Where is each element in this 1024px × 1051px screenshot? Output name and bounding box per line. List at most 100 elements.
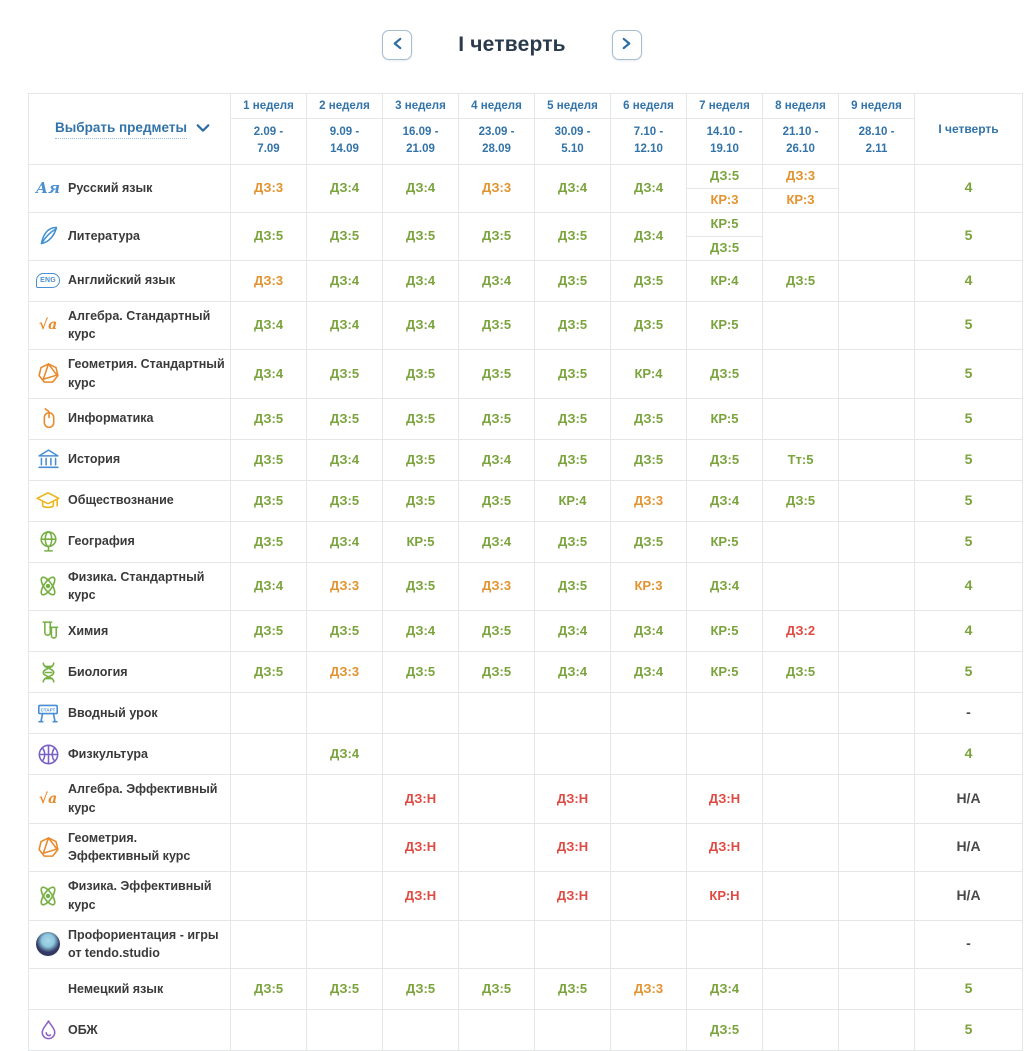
- grade-value[interactable]: ДЗ:4: [557, 180, 588, 195]
- grade-value[interactable]: ДЗ:5: [481, 492, 512, 508]
- grade-value[interactable]: ДЗ:5: [709, 168, 740, 183]
- grade-value[interactable]: ДЗ:5: [557, 272, 588, 288]
- grade-value[interactable]: ДЗ:5: [253, 981, 284, 996]
- grade-value[interactable]: КР:Н: [709, 887, 740, 903]
- grade-value[interactable]: ДЗ:3: [481, 180, 512, 195]
- grade-value[interactable]: ДЗ:4: [633, 623, 664, 638]
- grade-value[interactable]: ДЗ:5: [633, 533, 664, 549]
- grade-value[interactable]: ДЗ:4: [253, 578, 284, 594]
- grade-value[interactable]: ДЗ:4: [481, 451, 512, 467]
- grade-value[interactable]: ДЗ:5: [709, 240, 740, 255]
- next-quarter-button[interactable]: [611, 30, 642, 60]
- grade-value[interactable]: ДЗ:5: [405, 492, 436, 508]
- grade-value[interactable]: ДЗ:4: [253, 317, 284, 333]
- grade-value[interactable]: ДЗ:4: [329, 317, 360, 333]
- grade-value[interactable]: ДЗ:5: [785, 492, 816, 508]
- grade-value[interactable]: ДЗ:5: [785, 272, 816, 288]
- grade-value[interactable]: ДЗ:4: [405, 317, 436, 333]
- grade-value[interactable]: ДЗ:4: [481, 533, 512, 549]
- grade-value[interactable]: ДЗ:4: [557, 664, 588, 679]
- grade-value[interactable]: КР:5: [710, 623, 739, 638]
- grade-value[interactable]: ДЗ:5: [557, 317, 588, 333]
- grade-value[interactable]: ДЗ:Н: [556, 790, 589, 806]
- grade-value[interactable]: ДЗ:3: [329, 578, 360, 594]
- grade-value[interactable]: ДЗ:5: [481, 981, 512, 996]
- grade-value[interactable]: ДЗ:Н: [404, 887, 437, 903]
- grade-value[interactable]: ДЗ:3: [253, 272, 284, 288]
- grade-value[interactable]: ДЗ:4: [557, 623, 588, 638]
- grade-value[interactable]: ДЗ:5: [253, 451, 284, 467]
- grade-value[interactable]: ДЗ:3: [253, 180, 284, 195]
- grade-value[interactable]: ДЗ:Н: [404, 839, 437, 855]
- grade-value[interactable]: Тт:5: [787, 451, 814, 467]
- grade-value[interactable]: ДЗ:Н: [404, 790, 437, 806]
- grade-value[interactable]: КР:5: [406, 533, 435, 549]
- grade-value[interactable]: ДЗ:5: [329, 623, 360, 638]
- grade-value[interactable]: ДЗ:5: [481, 410, 512, 426]
- grade-value[interactable]: ДЗ:5: [405, 451, 436, 467]
- grade-value[interactable]: ДЗ:4: [709, 492, 740, 508]
- grade-value[interactable]: ДЗ:5: [785, 664, 816, 679]
- grade-value[interactable]: ДЗ:5: [405, 228, 436, 243]
- grade-value[interactable]: ДЗ:4: [709, 578, 740, 594]
- grade-value[interactable]: КР:5: [710, 664, 739, 679]
- grade-value[interactable]: ДЗ:5: [481, 664, 512, 679]
- grade-value[interactable]: ДЗ:5: [557, 365, 588, 381]
- grade-value[interactable]: КР:3: [634, 578, 663, 594]
- grade-value[interactable]: ДЗ:4: [329, 746, 360, 761]
- grade-value[interactable]: ДЗ:4: [709, 981, 740, 996]
- grade-value[interactable]: ДЗ:4: [633, 180, 664, 195]
- grade-value[interactable]: ДЗ:Н: [556, 887, 589, 903]
- grade-value[interactable]: ДЗ:4: [633, 228, 664, 243]
- grade-value[interactable]: ДЗ:4: [633, 664, 664, 679]
- grade-value[interactable]: ДЗ:5: [253, 533, 284, 549]
- grade-value[interactable]: ДЗ:5: [709, 1022, 740, 1037]
- grade-value[interactable]: ДЗ:5: [329, 492, 360, 508]
- grade-value[interactable]: КР:3: [786, 192, 815, 207]
- grade-value[interactable]: ДЗ:5: [405, 365, 436, 381]
- grade-value[interactable]: ДЗ:5: [633, 317, 664, 333]
- grade-value[interactable]: ДЗ:Н: [708, 790, 741, 806]
- grade-value[interactable]: КР:5: [710, 410, 739, 426]
- grade-value[interactable]: ДЗ:5: [253, 664, 284, 679]
- grade-value[interactable]: ДЗ:3: [633, 981, 664, 996]
- grade-value[interactable]: ДЗ:4: [329, 533, 360, 549]
- grade-value[interactable]: ДЗ:5: [709, 451, 740, 467]
- prev-quarter-button[interactable]: [382, 30, 413, 60]
- grade-value[interactable]: ДЗ:4: [329, 272, 360, 288]
- grade-value[interactable]: КР:5: [710, 317, 739, 333]
- grade-value[interactable]: ДЗ:4: [481, 272, 512, 288]
- grade-value[interactable]: ДЗ:5: [633, 451, 664, 467]
- grade-value[interactable]: ДЗ:5: [405, 410, 436, 426]
- grade-value[interactable]: КР:4: [710, 272, 739, 288]
- grade-value[interactable]: ДЗ:5: [557, 228, 588, 243]
- grade-value[interactable]: ДЗ:5: [557, 451, 588, 467]
- grade-value[interactable]: ДЗ:5: [405, 664, 436, 679]
- grade-value[interactable]: ДЗ:5: [405, 578, 436, 594]
- grade-value[interactable]: ДЗ:4: [329, 451, 360, 467]
- grade-value[interactable]: ДЗ:5: [329, 981, 360, 996]
- grade-value[interactable]: ДЗ:4: [405, 180, 436, 195]
- grade-value[interactable]: ДЗ:4: [405, 272, 436, 288]
- grade-value[interactable]: ДЗ:5: [557, 410, 588, 426]
- grade-value[interactable]: ДЗ:5: [709, 365, 740, 381]
- grade-value[interactable]: ДЗ:4: [253, 365, 284, 381]
- grade-value[interactable]: ДЗ:5: [253, 228, 284, 243]
- grade-value[interactable]: ДЗ:3: [329, 664, 360, 679]
- grade-value[interactable]: ДЗ:5: [329, 228, 360, 243]
- grade-value[interactable]: ДЗ:5: [329, 410, 360, 426]
- grade-value[interactable]: ДЗ:5: [405, 981, 436, 996]
- grade-value[interactable]: КР:3: [710, 192, 739, 207]
- grade-value[interactable]: КР:5: [710, 533, 739, 549]
- grade-value[interactable]: КР:5: [710, 216, 739, 231]
- grade-value[interactable]: ДЗ:4: [405, 623, 436, 638]
- grade-value[interactable]: ДЗ:5: [253, 623, 284, 638]
- grade-value[interactable]: ДЗ:5: [633, 272, 664, 288]
- grade-value[interactable]: ДЗ:Н: [556, 839, 589, 855]
- grade-value[interactable]: ДЗ:5: [557, 578, 588, 594]
- grade-value[interactable]: ДЗ:5: [557, 981, 588, 996]
- grade-value[interactable]: ДЗ:5: [481, 623, 512, 638]
- grade-value[interactable]: ДЗ:5: [329, 365, 360, 381]
- grade-value[interactable]: ДЗ:4: [329, 180, 360, 195]
- grade-value[interactable]: ДЗ:3: [633, 492, 664, 508]
